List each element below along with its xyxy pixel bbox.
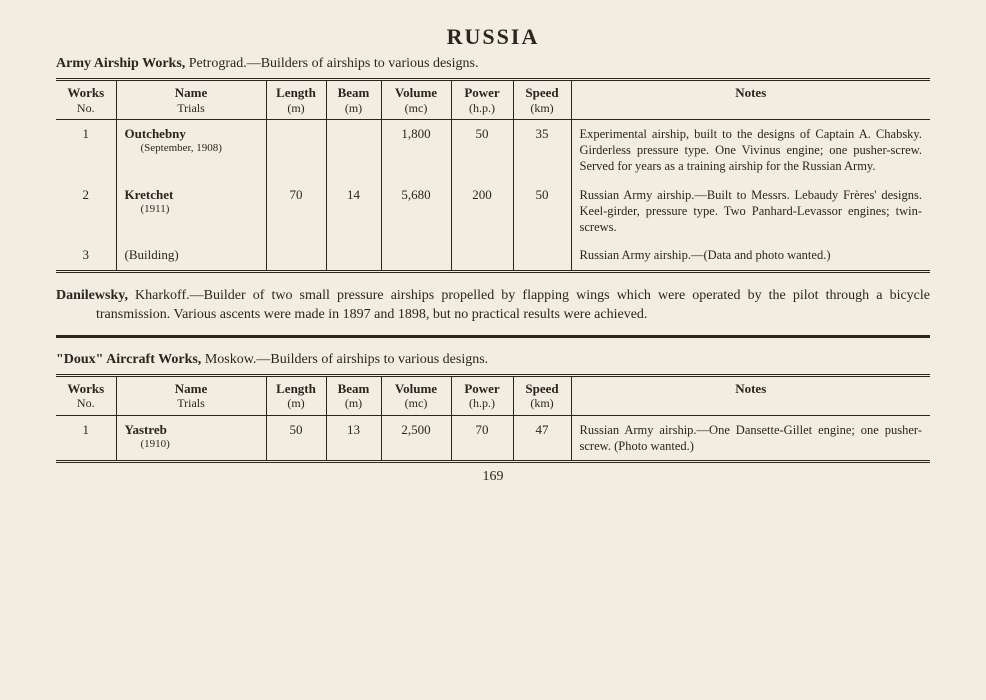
section-divider-rule: [56, 335, 930, 338]
th2-power: Power: [458, 381, 507, 397]
table-row: 3(Building) Russian Army airship.—(Data a…: [56, 241, 930, 269]
para1-rest: Kharkoff.—Builder of two small pressure …: [96, 288, 930, 322]
th-notes: Notes: [578, 85, 925, 101]
th-volume-sub: (mc): [388, 101, 445, 115]
th-volume: Volume: [388, 85, 445, 101]
table-cell: 70: [451, 415, 513, 460]
table-row: 2Kretchet(1911)70145,68020050Russian Arm…: [56, 181, 930, 242]
table-cell: [266, 119, 326, 180]
table-cell: 1: [56, 415, 116, 460]
th2-name-sub: Trials: [123, 396, 260, 410]
table2-body: 1Yastreb(1910)50132,5007047Russian Army …: [56, 415, 930, 460]
section1-rest: Petrograd.—Builders of airships to vario…: [185, 56, 478, 71]
table-cell: 50: [513, 181, 571, 242]
section2-heading: "Doux" Aircraft Works, Moskow.—Builders …: [56, 352, 930, 368]
th-name: Name: [123, 85, 260, 101]
table-cell: 47: [513, 415, 571, 460]
table-cell: [513, 241, 571, 269]
th2-length-sub: (m): [273, 396, 320, 410]
table-row: 1Outchebny(September, 1908) 1,8005035Expe…: [56, 119, 930, 180]
table-cell: 200: [451, 181, 513, 242]
table-cell: 2,500: [381, 415, 451, 460]
th2-speed-sub: (km): [520, 396, 565, 410]
th2-beam-sub: (m): [333, 396, 375, 410]
section1-heading: Army Airship Works, Petrograd.—Builders …: [56, 56, 930, 72]
th-length: Length: [273, 85, 320, 101]
th-beam-sub: (m): [333, 101, 375, 115]
th-beam: Beam: [333, 85, 375, 101]
table-cell: Experimental airship, built to the desig…: [571, 119, 930, 180]
page-number: 169: [56, 469, 930, 485]
document-page: RUSSIA Army Airship Works, Petrograd.—Bu…: [0, 0, 986, 495]
airship-table-2: WorksNo. NameTrials Length(m) Beam(m) Vo…: [56, 374, 930, 460]
table-cell: Russian Army airship.—Built to Messrs. L…: [571, 181, 930, 242]
th-name-sub: Trials: [123, 101, 260, 115]
section2-bold: "Doux" Aircraft Works,: [56, 352, 201, 367]
th2-works-sub: No.: [62, 396, 110, 410]
table-cell: 1,800: [381, 119, 451, 180]
country-title: RUSSIA: [56, 24, 930, 50]
table1-body: 1Outchebny(September, 1908)1,8005035Expe…: [56, 119, 930, 269]
section2-rest: Moskow.—Builders of airships to various …: [201, 352, 488, 367]
table-row: 1Yastreb(1910)50132,5007047Russian Army …: [56, 415, 930, 460]
th2-volume-sub: (mc): [388, 396, 445, 410]
table-cell: (Building): [116, 241, 266, 269]
th2-volume: Volume: [388, 381, 445, 397]
th-works: Works: [62, 85, 110, 101]
th2-length: Length: [273, 381, 320, 397]
table-cell: Outchebny(September, 1908): [116, 119, 266, 180]
table-cell: [266, 241, 326, 269]
table-cell: Kretchet(1911): [116, 181, 266, 242]
th-power: Power: [458, 85, 507, 101]
th-speed-sub: (km): [520, 101, 565, 115]
table-cell: 14: [326, 181, 381, 242]
table-cell: Russian Army airship.—(Data and photo wa…: [571, 241, 930, 269]
th2-works: Works: [62, 381, 110, 397]
table-cell: 50: [451, 119, 513, 180]
table2-bottom-rule: [56, 460, 930, 463]
table2-head: WorksNo. NameTrials Length(m) Beam(m) Vo…: [56, 375, 930, 415]
th2-beam: Beam: [333, 381, 375, 397]
table-cell: 3: [56, 241, 116, 269]
table-cell: [381, 241, 451, 269]
table-cell: 35: [513, 119, 571, 180]
th2-speed: Speed: [520, 381, 565, 397]
section1-bold: Army Airship Works,: [56, 56, 185, 71]
th-power-sub: (h.p.): [458, 101, 507, 115]
para1-bold: Danilewsky,: [56, 288, 128, 303]
th-speed: Speed: [520, 85, 565, 101]
table-cell: Yastreb(1910): [116, 415, 266, 460]
table-cell: 50: [266, 415, 326, 460]
th2-power-sub: (h.p.): [458, 396, 507, 410]
table-cell: 1: [56, 119, 116, 180]
table-cell: Russian Army airship.—One Dansette-Gille…: [571, 415, 930, 460]
th-length-sub: (m): [273, 101, 320, 115]
table-cell: 70: [266, 181, 326, 242]
table-cell: [326, 119, 381, 180]
table-cell: 13: [326, 415, 381, 460]
table-cell: 5,680: [381, 181, 451, 242]
table-cell: 2: [56, 181, 116, 242]
th2-name: Name: [123, 381, 260, 397]
table1-bottom-rule: [56, 270, 930, 273]
th2-notes: Notes: [578, 381, 925, 397]
th-works-sub: No.: [62, 101, 110, 115]
table-cell: [451, 241, 513, 269]
table1-head: WorksNo. NameTrials Length(m) Beam(m) Vo…: [56, 80, 930, 120]
table-cell: [326, 241, 381, 269]
danilewsky-paragraph: Danilewsky, Kharkoff.—Builder of two sma…: [56, 287, 930, 325]
airship-table-1: WorksNo. NameTrials Length(m) Beam(m) Vo…: [56, 78, 930, 270]
